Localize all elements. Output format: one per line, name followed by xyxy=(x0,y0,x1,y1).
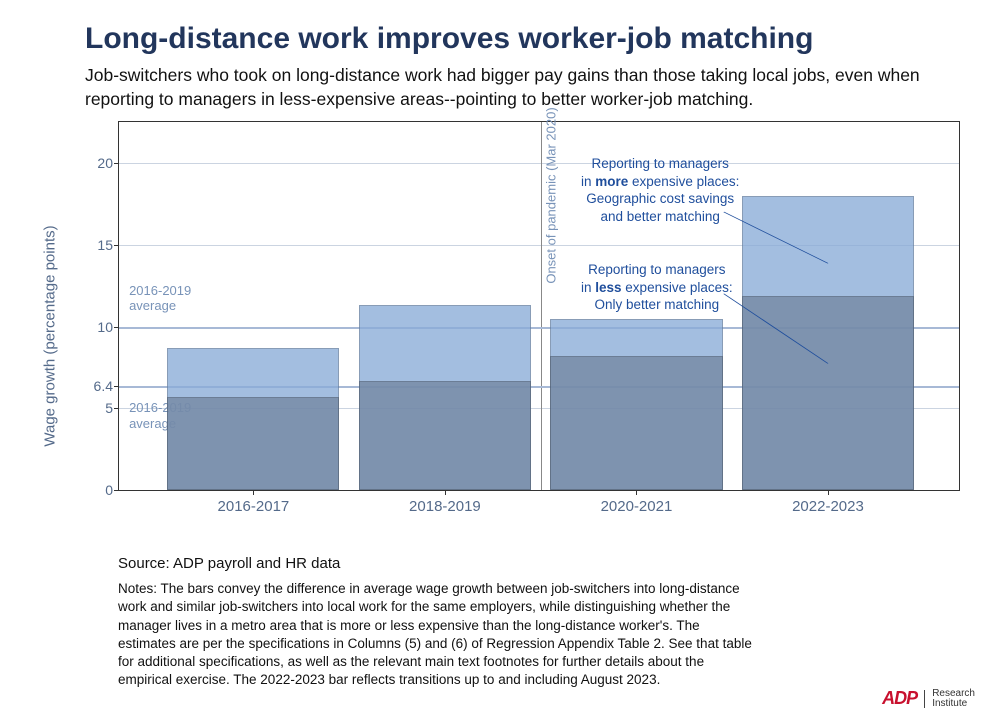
y-axis-label: Wage growth (percentage points) xyxy=(42,226,59,447)
figure-container: Long-distance work improves worker-job m… xyxy=(0,0,1000,727)
y-tick-label: 15 xyxy=(97,237,119,253)
y-tick-label: 5 xyxy=(105,400,119,416)
plot-border: 056.41015202016-20172018-20192020-202120… xyxy=(118,121,960,491)
plot-area: 056.41015202016-20172018-20192020-202120… xyxy=(119,122,959,490)
y-tick-label: 0 xyxy=(105,482,119,498)
logo-separator xyxy=(924,690,925,708)
callout-less-expensive: Reporting to managersin less expensive p… xyxy=(581,261,733,314)
logo-brand: ADP xyxy=(882,688,917,709)
y-tick-label: 10 xyxy=(97,319,119,335)
plot-outer: Wage growth (percentage points) 056.4101… xyxy=(70,121,960,551)
x-tick-label: 2022-2023 xyxy=(792,490,864,515)
adp-logo: ADP Research Institute xyxy=(882,688,975,709)
chart-title: Long-distance work improves worker-job m… xyxy=(85,22,960,56)
bar-less-expensive xyxy=(550,356,722,490)
y-tick-label: 6.4 xyxy=(94,378,119,394)
bar-less-expensive xyxy=(742,296,914,491)
pandemic-line xyxy=(541,122,542,490)
reference-line-label: 2016-2019average xyxy=(129,283,191,314)
x-tick-label: 2018-2019 xyxy=(409,490,481,515)
x-tick-label: 2020-2021 xyxy=(601,490,673,515)
bar-less-expensive xyxy=(167,397,339,490)
logo-subtext: Research Institute xyxy=(932,689,975,709)
chart-subtitle: Job-switchers who took on long-distance … xyxy=(85,64,950,111)
pandemic-label: Onset of pandemic (Mar 2020) xyxy=(543,108,558,284)
callout-more-expensive: Reporting to managersin more expensive p… xyxy=(581,155,739,225)
y-tick-label: 20 xyxy=(97,155,119,171)
bar-less-expensive xyxy=(359,381,531,491)
notes-text: Notes: The bars convey the difference in… xyxy=(118,580,760,689)
source-text: Source: ADP payroll and HR data xyxy=(118,555,960,572)
gridline xyxy=(119,163,959,164)
x-tick-label: 2016-2017 xyxy=(218,490,290,515)
